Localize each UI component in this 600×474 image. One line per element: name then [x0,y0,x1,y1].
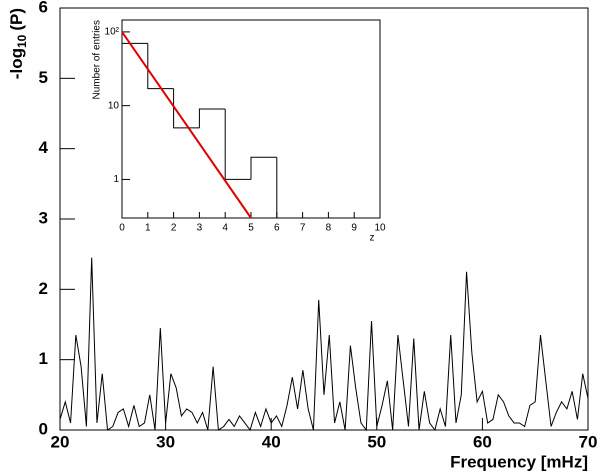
x-tick-label: 20 [51,432,70,451]
inset-x-tick-label: 4 [222,223,228,234]
x-tick-label: 40 [262,432,281,451]
inset-x-tick-label: 8 [326,223,332,234]
y-tick-label: 0 [39,419,48,438]
inset-frame [121,19,381,219]
inset-y-tick-label: 10² [105,27,120,38]
histogram-bin [276,157,303,219]
y-label-text: -log [7,48,26,79]
y-tick-label: 1 [39,349,48,368]
y-tick-label: 3 [39,208,48,227]
fit-line [121,31,252,219]
y-axis-label: -log10 (P) [7,8,29,79]
inset-x-tick-label: 7 [300,223,306,234]
inset-y-tick-label: 1 [113,174,119,185]
inset-x-tick-label: 9 [351,223,357,234]
histogram-bin [250,156,277,180]
histogram-bin [147,43,174,90]
histogram-bin [121,42,148,218]
inset-x-tick-label: 6 [274,223,280,234]
inset-x-tick-label: 10 [374,223,386,234]
y-tick-label: 5 [39,68,48,87]
y-tick-label: 4 [39,138,49,157]
inset-x-label: z [370,233,375,244]
inset-x-tick-label: 2 [171,223,177,234]
x-tick-label: 60 [473,432,492,451]
x-tick-label: 30 [156,432,175,451]
y-label-tail: (P) [7,8,26,31]
y-tick-label: 2 [39,279,48,298]
x-tick-label: 50 [367,432,386,451]
inset-x-tick-label: 1 [145,223,151,234]
inset-x-tick-label: 0 [119,223,125,234]
inset-y-label: Number of entries [92,20,103,99]
y-tick-label: 6 [39,0,48,16]
histogram-bin [198,108,226,128]
histogram-bin [173,88,200,129]
inset-x-tick-label: 3 [197,223,203,234]
y-label-sub: 10 [15,34,29,48]
inset-y-tick-label: 10 [108,100,120,111]
x-axis-label: Frequency [mHz] [450,452,588,471]
data-line [59,257,589,432]
x-tick-label: 70 [579,432,598,451]
inset-x-tick-label: 5 [248,223,254,234]
